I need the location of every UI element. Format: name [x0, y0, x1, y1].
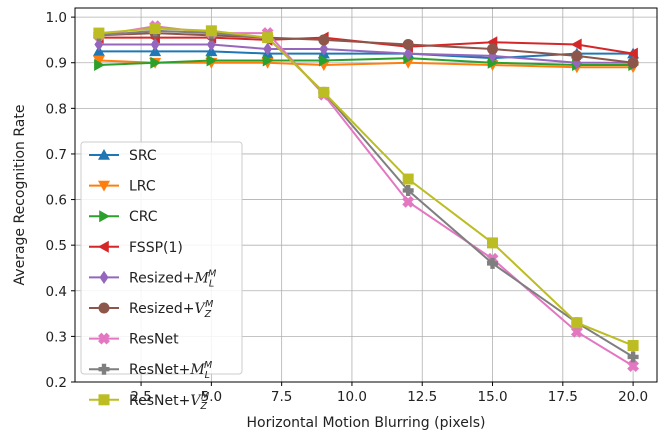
data-point [205, 25, 217, 37]
legend-label: FSSP(1) [129, 240, 183, 256]
x-tick-label: 12.5 [407, 389, 437, 405]
data-point [150, 56, 162, 69]
legend-marker [98, 363, 110, 375]
legend-entry: LRC [89, 179, 156, 195]
data-point [319, 42, 329, 56]
legend-entry: ResNet [89, 332, 179, 348]
data-point [263, 42, 273, 56]
y-tick-label: 0.8 [46, 101, 67, 117]
data-point [318, 34, 330, 46]
x-tick-label: 10.0 [337, 389, 367, 405]
data-point [92, 55, 105, 67]
data-point [402, 195, 415, 208]
series-9 [93, 23, 639, 352]
legend-entry: Resized+VZM [89, 299, 213, 320]
legend-entry: ResNet+VZM [89, 391, 209, 412]
y-tick-label: 0.6 [46, 193, 67, 209]
data-point [570, 38, 582, 51]
data-point [402, 184, 414, 196]
y-tick-label: 0.2 [46, 375, 67, 391]
legend-marker [98, 332, 110, 345]
series-3 [94, 52, 640, 72]
data-point [150, 37, 160, 52]
x-tick-label: 15.0 [477, 389, 507, 405]
tick-layer: 2.5 5.0 7.5 10.0 12.5 15.0 17.5 20.0 0.2 0.3 0.4 0.… [46, 10, 649, 405]
data-point [487, 43, 499, 55]
legend-label: Resized+VZM [129, 299, 213, 320]
legend-marker [98, 149, 110, 160]
y-axis-title: Average Recognition Rate [12, 105, 28, 286]
legend-marker [98, 240, 109, 253]
series-layer [92, 20, 640, 372]
legend-box [80, 141, 243, 375]
data-point [403, 47, 413, 61]
legend-marker [99, 270, 109, 284]
data-point [402, 38, 414, 50]
data-point [571, 317, 583, 329]
data-point [487, 237, 499, 249]
legend-label: CRC [129, 209, 158, 225]
data-point [149, 23, 161, 35]
x-axis-title: Horizontal Motion Blurring (pixels) [247, 415, 486, 431]
legend-label: Resized+MLM [129, 268, 216, 289]
data-point [627, 57, 639, 69]
data-point [206, 37, 216, 52]
data-point [93, 27, 105, 39]
legend-label: LRC [129, 179, 156, 195]
y-tick-label: 1.0 [46, 10, 67, 26]
data-point [94, 59, 105, 72]
x-tick-label: 5.0 [201, 389, 222, 405]
legend-label: ResNet+VZM [129, 391, 209, 412]
data-point [262, 32, 274, 44]
legend-marker [98, 394, 110, 406]
x-marker-shape [98, 332, 110, 345]
data-point [94, 37, 104, 52]
data-point [206, 54, 218, 67]
x-tick-label: 17.5 [548, 389, 578, 405]
data-point [487, 56, 499, 69]
y-tick-label: 0.5 [46, 238, 67, 254]
data-point [319, 54, 330, 67]
data-point [487, 257, 499, 269]
data-point [570, 325, 583, 338]
data-point [402, 173, 414, 185]
data-point [627, 360, 640, 372]
x-tick-label: 20.0 [618, 389, 648, 405]
legend-entry: ResNet+MLM [89, 360, 212, 381]
x-marker-shape [627, 360, 640, 372]
legend-entry: FSSP(1) [89, 240, 183, 256]
y-tick-label: 0.4 [46, 284, 67, 300]
data-point [262, 54, 274, 67]
legend: SRC LRC CRC FSSP(1) Resized+MLM Resized+VZM Re… [80, 141, 243, 412]
y-tick-label: 0.9 [46, 56, 67, 72]
legend-marker [98, 180, 110, 192]
legend-label: ResNet+MLM [129, 360, 212, 381]
data-point [627, 47, 638, 60]
legend-label: SRC [129, 148, 157, 164]
x-marker-shape [570, 325, 583, 338]
plot-frame [74, 7, 658, 383]
x-tick-label: 2.5 [130, 389, 151, 405]
y-tick-label: 0.3 [46, 329, 67, 345]
legend-marker [99, 210, 110, 223]
legend-label: ResNet [129, 332, 179, 348]
legend-entry: CRC [89, 209, 158, 225]
data-point [627, 351, 639, 363]
legend-entry: Resized+MLM [89, 268, 216, 289]
data-point [571, 50, 583, 62]
x-marker-shape [402, 195, 415, 208]
data-point [627, 340, 639, 352]
legend-marker [98, 302, 110, 314]
y-tick-label: 0.7 [46, 147, 67, 163]
x-tick-label: 7.5 [271, 389, 292, 405]
legend-entry: SRC [89, 148, 157, 164]
data-point [318, 86, 330, 98]
